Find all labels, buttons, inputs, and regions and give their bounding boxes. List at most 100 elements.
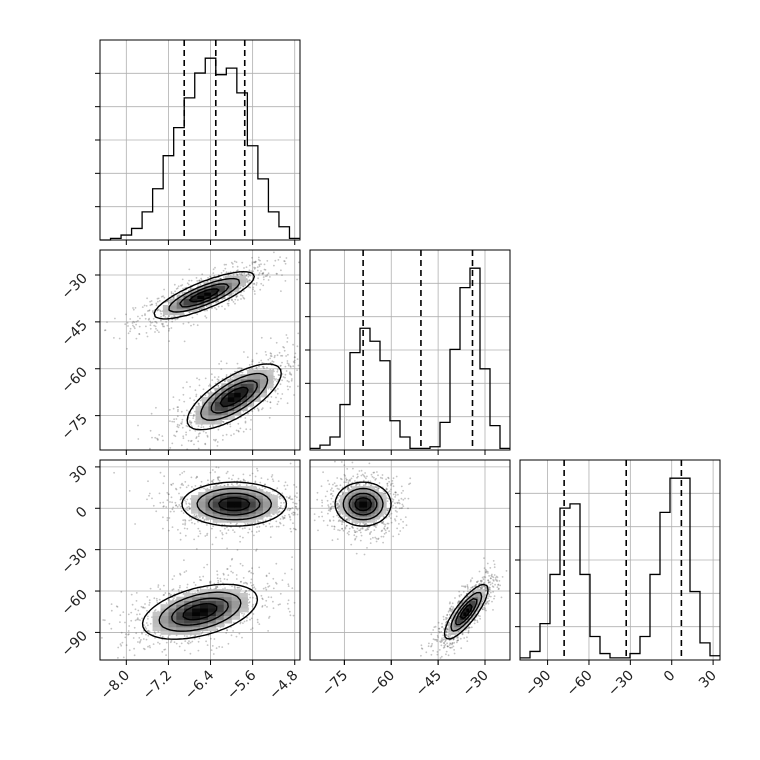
- sample-point: [182, 519, 185, 522]
- sample-point: [290, 568, 293, 571]
- density-cell: [212, 486, 221, 490]
- density-cell: [240, 396, 248, 402]
- sample-point: [292, 614, 295, 617]
- sample-point: [135, 337, 138, 340]
- sample-point: [162, 295, 165, 298]
- sample-point: [345, 524, 348, 527]
- density-cell: [221, 396, 229, 402]
- density-cell: [195, 414, 203, 420]
- sample-point: [266, 582, 269, 585]
- sample-point: [293, 511, 296, 514]
- sample-point: [189, 652, 192, 655]
- sample-point: [137, 641, 139, 643]
- sample-point: [251, 256, 254, 259]
- density-cell: [253, 392, 261, 398]
- density-cell: [208, 410, 216, 416]
- sample-point: [330, 506, 333, 509]
- sample-point: [103, 619, 106, 622]
- sample-point: [425, 651, 428, 654]
- sample-point: [251, 587, 254, 589]
- density-cell: [247, 374, 255, 380]
- sample-point: [145, 332, 148, 334]
- density-cell: [162, 308, 171, 312]
- sample-point: [250, 617, 253, 620]
- sample-point: [288, 380, 290, 383]
- sample-point: [176, 406, 179, 409]
- sample-point: [296, 278, 298, 281]
- sample-point: [251, 359, 254, 361]
- sample-point: [121, 641, 124, 644]
- sample-point: [404, 516, 407, 518]
- density-cell: [191, 510, 199, 514]
- sample-point: [220, 360, 223, 363]
- sample-point: [321, 505, 323, 507]
- density-cell: [240, 383, 248, 389]
- density-cell: [183, 292, 191, 296]
- sample-point: [229, 423, 232, 425]
- sample-point: [253, 268, 256, 270]
- sample-point: [258, 566, 261, 569]
- sample-point: [198, 279, 200, 282]
- sample-point: [362, 479, 365, 482]
- density-cell: [248, 513, 257, 517]
- density-cell: [247, 369, 255, 375]
- sample-point: [155, 327, 157, 330]
- sample-point: [176, 423, 179, 426]
- sample-point: [217, 376, 220, 378]
- sample-point: [213, 438, 215, 441]
- sample-point: [236, 482, 238, 485]
- density-cell: [231, 600, 240, 605]
- sample-point: [277, 400, 280, 403]
- density-cell: [221, 392, 229, 398]
- sample-point: [197, 520, 199, 523]
- sample-point: [201, 631, 204, 634]
- sample-point: [187, 321, 190, 324]
- sample-point: [148, 492, 151, 495]
- sample-point: [225, 532, 228, 535]
- density-cell: [190, 295, 198, 299]
- sample-point: [280, 364, 282, 367]
- sample-point: [195, 277, 198, 279]
- sample-point: [279, 256, 281, 258]
- sample-point: [173, 641, 176, 644]
- sample-point: [224, 267, 227, 270]
- sample-point: [275, 341, 278, 344]
- sample-point: [251, 361, 254, 363]
- sample-point: [149, 646, 152, 649]
- sample-point: [134, 523, 137, 525]
- sample-point: [142, 606, 145, 609]
- sample-point: [365, 477, 367, 480]
- sample-point: [275, 520, 278, 523]
- sample-point: [321, 501, 324, 504]
- sample-point: [190, 421, 192, 424]
- sample-point: [185, 381, 188, 383]
- sample-point: [215, 466, 218, 469]
- density-cell: [191, 495, 199, 499]
- sample-point: [247, 531, 250, 534]
- sample-point: [350, 477, 353, 480]
- sample-point: [137, 609, 140, 612]
- sample-point: [220, 368, 223, 370]
- sample-point: [216, 628, 219, 631]
- sample-point: [211, 480, 214, 482]
- sample-point: [295, 496, 298, 499]
- density-cell: [266, 369, 274, 375]
- sample-point: [251, 472, 254, 475]
- sample-point: [332, 500, 335, 503]
- sample-point: [132, 308, 135, 311]
- sample-point: [275, 396, 277, 399]
- sample-point: [170, 291, 173, 293]
- sample-point: [219, 577, 222, 580]
- sample-point: [249, 274, 252, 277]
- sample-point: [188, 421, 191, 424]
- sample-point: [276, 354, 279, 357]
- sample-point: [148, 494, 150, 497]
- sample-point: [369, 542, 372, 544]
- sample-point: [124, 636, 127, 639]
- sample-point: [222, 434, 224, 437]
- sample-point: [292, 501, 294, 504]
- sample-point: [366, 527, 369, 530]
- sample-point: [197, 447, 200, 450]
- sample-point: [264, 269, 267, 271]
- sample-point: [392, 535, 395, 538]
